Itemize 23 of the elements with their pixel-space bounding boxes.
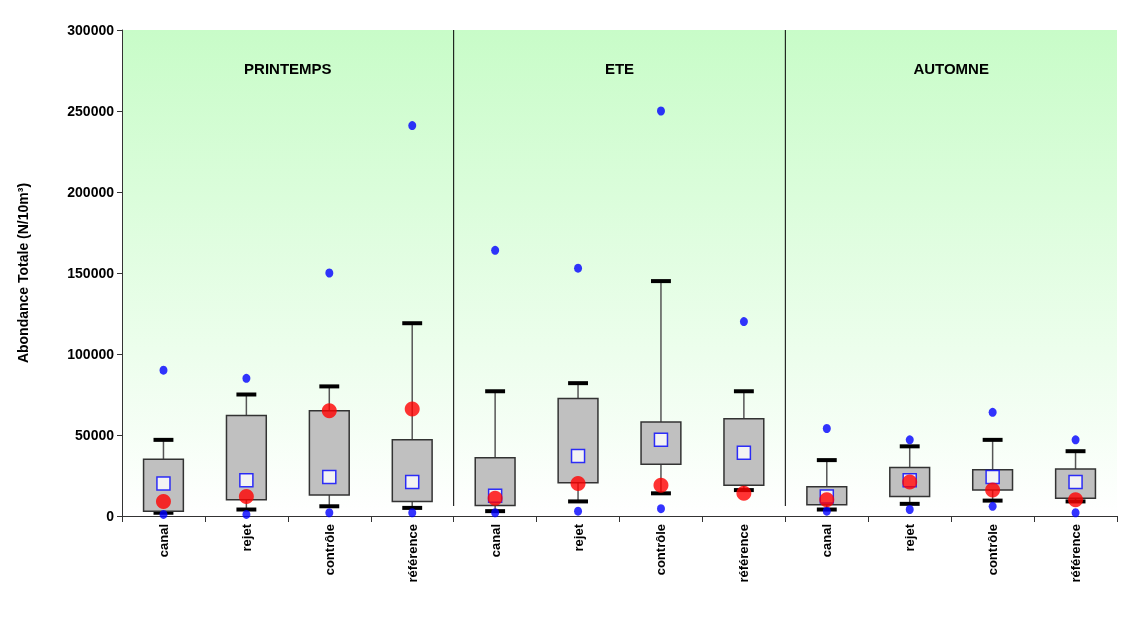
y-tick-label: 50000 — [75, 427, 115, 443]
x-tick-label: contrôle — [653, 524, 669, 576]
y-axis-title: Abondance Totale (N/10m³) — [15, 182, 31, 364]
annotation: AUTOMNE — [913, 59, 989, 77]
x-tick-label: canal — [155, 524, 171, 558]
y-tick-label: 100000 — [67, 346, 115, 362]
x-tick-label: contrôle — [985, 524, 1001, 576]
x-tick-label: rejet — [238, 523, 254, 552]
x-tick-label: rejet — [570, 523, 586, 552]
y-tick-label: 250000 — [67, 103, 115, 119]
x-tick-label: canal — [819, 524, 835, 558]
y-tick-label: 150000 — [67, 265, 115, 281]
annotation: ETE — [604, 59, 635, 77]
x-tick-label: canal — [487, 524, 503, 558]
y-tick-label: 200000 — [67, 184, 115, 200]
y-tick-label: 300000 — [67, 22, 115, 38]
y-tick-label: 0 — [106, 508, 115, 524]
annotation: PRINTEMPS — [244, 59, 332, 77]
x-tick-label: référence — [404, 524, 420, 583]
x-tick-label: référence — [1068, 524, 1084, 583]
x-tick-label: rejet — [902, 523, 918, 552]
x-tick-label: référence — [736, 524, 752, 583]
x-tick-label: contrôle — [321, 524, 337, 576]
